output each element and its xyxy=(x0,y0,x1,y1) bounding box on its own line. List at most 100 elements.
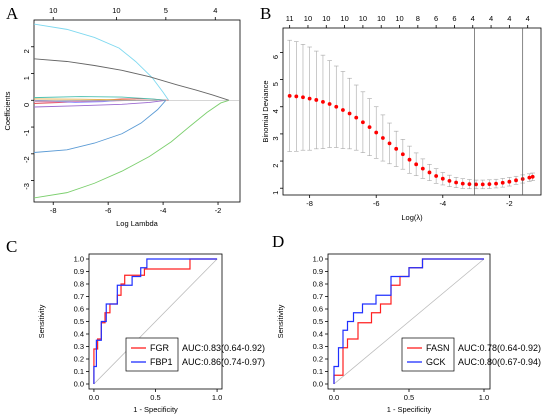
panel-b-deviance-point xyxy=(420,166,425,171)
panel-b-deviance-point xyxy=(480,182,485,187)
panel-b-deviance-point xyxy=(354,115,359,120)
panel-c-y-tick-label: 0.8 xyxy=(74,280,84,289)
panel-c-x-axis-label: 1 - Specificity xyxy=(133,405,178,414)
panel-b-deviance-point xyxy=(514,178,518,183)
panel-b-top-tick-label: 10 xyxy=(377,14,385,23)
panel-d-reference-diagonal xyxy=(333,258,485,385)
panel-c-y-tick-label: 0.1 xyxy=(74,367,84,376)
panel-c-x-tick-label: 0.0 xyxy=(89,393,99,402)
panel-a-x-tick-label: -8 xyxy=(50,206,57,215)
panel-b-deviance-point xyxy=(294,94,299,99)
panel-label-b: B xyxy=(260,4,271,23)
panel-d-legend-label: GCK xyxy=(426,357,446,367)
panel-b-top-tick-label: 4 xyxy=(489,14,493,23)
panel-d-roc-curve: 0.0 0.5 1.0 0.0 0.1 0.2 0.3 0.4 0.5 0.6 0.7 0.8 0.9 1… xyxy=(276,253,541,414)
panel-c-y-tick-label: 0.7 xyxy=(74,292,84,301)
panel-d-legend-box xyxy=(401,337,455,372)
panel-b-y-tick-label: 1 xyxy=(271,191,280,195)
panel-b-deviance-point xyxy=(500,180,505,185)
panel-b-deviance-point xyxy=(341,108,345,112)
panel-a-y-tick-label: -3 xyxy=(22,183,31,190)
panel-d-y-tick-label: 0.3 xyxy=(313,342,323,351)
panel-c-y-tick-label: 1.0 xyxy=(74,255,84,264)
panel-d-legend: FASN AUC:0.78(0.64-0.92) GCK AUC:0.80(0.67-… xyxy=(401,337,541,372)
panel-a-coefficient-path xyxy=(33,96,166,101)
panel-a-y-tick-label: 2 xyxy=(22,49,31,53)
panel-b-x-axis-label: Log(λ) xyxy=(401,213,423,222)
panel-c-legend-label: FBP1 xyxy=(150,357,173,367)
panel-a-y-tick-label: 1 xyxy=(22,76,31,80)
panel-c-y-tick-label: 0.0 xyxy=(74,380,84,389)
panel-label-c: C xyxy=(6,237,17,256)
panel-a-top-tick-label: 10 xyxy=(49,6,57,15)
panel-b-deviance-point xyxy=(380,136,385,140)
panel-a-x-tick-label: -6 xyxy=(105,206,112,215)
panel-b-deviance-point xyxy=(474,182,478,187)
panel-a-coefficient-path xyxy=(33,99,166,108)
panel-label-a: A xyxy=(6,4,19,23)
panel-c-y-tick-label: 0.4 xyxy=(74,330,84,339)
panel-b-deviance-point xyxy=(460,181,465,186)
panel-c-legend-label: FGR xyxy=(150,343,169,353)
panel-b-x-tick-label: -2 xyxy=(506,199,513,208)
panel-b-deviance-point xyxy=(400,152,405,157)
panel-d-y-tick-label: 0.6 xyxy=(313,305,323,314)
panel-b-deviance-point xyxy=(487,182,492,187)
panel-b-deviance-point xyxy=(407,157,412,162)
panel-a-x-tick-label: -4 xyxy=(160,206,167,215)
panel-b-deviance-point xyxy=(374,130,379,135)
panel-b-y-tick-label: 6 xyxy=(271,55,280,59)
panel-b-top-tick-label: 10 xyxy=(304,14,312,23)
panel-c-x-tick-label: 0.5 xyxy=(150,393,160,402)
panel-label-d: D xyxy=(272,232,284,251)
panel-b-deviance-point xyxy=(447,178,452,183)
panel-b-deviance-point xyxy=(301,95,305,100)
panel-b-deviance-point xyxy=(414,162,419,167)
panel-d-y-tick-label: 0.7 xyxy=(313,292,323,301)
panel-b-deviance-point xyxy=(454,180,459,185)
panel-a-coefficient-path xyxy=(33,23,169,101)
panel-c-roc-curve: 0.0 0.5 1.0 0.0 0.1 0.2 0.3 0.4 0.5 0.6 0.7 0.8 0.9 1… xyxy=(37,253,265,414)
panel-b-x-tick-label: -4 xyxy=(439,199,446,208)
panel-b-deviance-point xyxy=(440,176,445,181)
panel-a-y-tick-label: -2 xyxy=(22,156,31,163)
panel-c-y-tick-label: 0.3 xyxy=(74,342,84,351)
panel-d-x-tick-label: 0.5 xyxy=(404,393,414,402)
panel-b-deviance-point xyxy=(427,170,432,175)
panel-a-lasso-coefficient-paths: -8 -6 -4 -2 -3 -2 -1 0 1 2 10 10 5 4 Log Lambda Coeffic… xyxy=(3,6,241,228)
panel-d-y-tick-label: 0.5 xyxy=(313,317,323,326)
panel-d-roc-curve-gck xyxy=(333,258,484,384)
panel-a-y-axis-label: Coefficients xyxy=(3,91,12,130)
panel-b-deviance-point xyxy=(434,174,439,178)
panel-a-plot-frame xyxy=(33,19,241,203)
panel-d-x-axis-label: 1 - Specificity xyxy=(387,405,432,414)
panel-b-top-tick-label: 4 xyxy=(526,14,530,23)
panel-b-y-tick-label: 2 xyxy=(271,164,280,168)
panel-b-deviance-point xyxy=(307,96,312,101)
panel-c-auc-text: AUC:0.83(0.64-0.92) xyxy=(182,343,265,353)
panel-a-coefficient-path xyxy=(33,99,167,153)
panel-b-deviance-point xyxy=(287,93,292,98)
panel-b-top-tick-label: 8 xyxy=(416,14,420,23)
panel-a-top-tick-label: 4 xyxy=(213,6,217,15)
panel-b-top-tick-label: 4 xyxy=(471,14,475,23)
panel-b-top-tick-label: 4 xyxy=(507,14,511,23)
panel-a-top-tick-label: 5 xyxy=(164,6,168,15)
panel-a-coefficient-path xyxy=(33,58,230,101)
panel-b-top-tick-label: 6 xyxy=(434,14,438,23)
panel-b-top-tick-label: 10 xyxy=(395,14,403,23)
panel-c-legend-box xyxy=(125,337,179,372)
panel-b-deviance-point xyxy=(367,125,372,130)
panel-b-y-tick-label: 4 xyxy=(271,109,280,113)
panel-d-y-tick-label: 0.1 xyxy=(313,367,323,376)
panel-c-roc-curve-fbp1 xyxy=(93,258,218,384)
panel-b-top-tick-label: 11 xyxy=(286,14,294,23)
panel-b-x-tick-label: -6 xyxy=(373,199,380,208)
panel-a-y-tick-label: 0 xyxy=(22,103,31,107)
panel-d-y-axis-label: Sensitivity xyxy=(276,304,285,338)
panel-a-y-tick-label: -1 xyxy=(22,130,31,137)
panel-b-deviance-point xyxy=(360,120,365,125)
panel-b-y-tick-label: 3 xyxy=(271,136,280,140)
panel-b-plot-frame xyxy=(282,27,542,196)
